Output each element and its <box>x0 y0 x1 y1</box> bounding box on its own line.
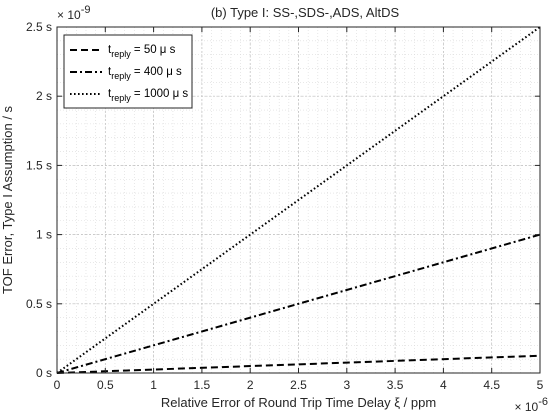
y-multiplier-base: × 10 <box>57 8 81 22</box>
y-multiplier-exponent: -9 <box>81 4 91 16</box>
legend-label-sub: reply <box>111 71 131 81</box>
legend-label-main: t <box>108 66 112 78</box>
x-tick-label: 2 <box>247 378 254 392</box>
x-tick-label: 3.5 <box>387 378 404 392</box>
legend-label-rest: = 1000 μ s <box>131 88 189 100</box>
y-tick-label: 0 s <box>36 366 52 380</box>
x-axis-label: Relative Error of Round Trip Time Delay … <box>161 395 436 410</box>
chart-grid <box>56 26 541 374</box>
legend-label-main: t <box>108 88 112 100</box>
series-line-2 <box>56 233 541 374</box>
x-axis-multiplier: × 10-6 <box>515 396 548 414</box>
x-tick-label: 4.5 <box>483 378 500 392</box>
legend-label-main: t <box>108 44 112 56</box>
x-tick-label: 1.5 <box>194 378 211 392</box>
legend-label-sub: reply <box>111 49 131 59</box>
y-tick-label: 1 s <box>36 228 52 242</box>
legend-label-rest: = 50 μ s <box>131 44 176 56</box>
series-line-1 <box>56 354 541 374</box>
chart-series <box>56 26 541 374</box>
y-tick-label: 2.5 s <box>26 20 52 34</box>
chart-title: (b) Type I: SS-,SDS-,ADS, AltDS <box>211 5 400 20</box>
x-tick-label: 0.5 <box>97 378 114 392</box>
chart-ticks: 0 0.5 1 1.5 2 2.5 3 3.5 4 4.5 5 0 s 0.5 s 1 s 1.5 s 2 s… <box>26 20 544 392</box>
y-axis-label: TOF Error, Type I Assumption / s <box>0 105 15 294</box>
x-tick-label: 0 <box>54 378 61 392</box>
x-tick-label: 3 <box>343 378 350 392</box>
legend-label-rest: = 400 μ s <box>131 66 182 78</box>
x-multiplier-base: × 10 <box>515 400 539 414</box>
y-tick-label: 2 s <box>36 89 52 103</box>
y-axis-multiplier: × 10-9 <box>57 4 90 22</box>
legend-label-sub: reply <box>111 93 131 103</box>
legend-label-3: treply = 1000 μ s <box>108 88 188 103</box>
legend-label-1: treply = 50 μ s <box>108 44 176 59</box>
x-tick-label: 4 <box>440 378 447 392</box>
y-tick-label: 0.5 s <box>26 297 52 311</box>
x-tick-label: 2.5 <box>290 378 307 392</box>
x-tick-label: 1 <box>150 378 157 392</box>
x-multiplier-exponent: -6 <box>538 396 548 408</box>
y-tick-label: 1.5 s <box>26 158 52 172</box>
x-tick-label: 5 <box>537 378 544 392</box>
legend-label-2: treply = 400 μ s <box>108 66 182 81</box>
series-line-3 <box>56 26 541 374</box>
